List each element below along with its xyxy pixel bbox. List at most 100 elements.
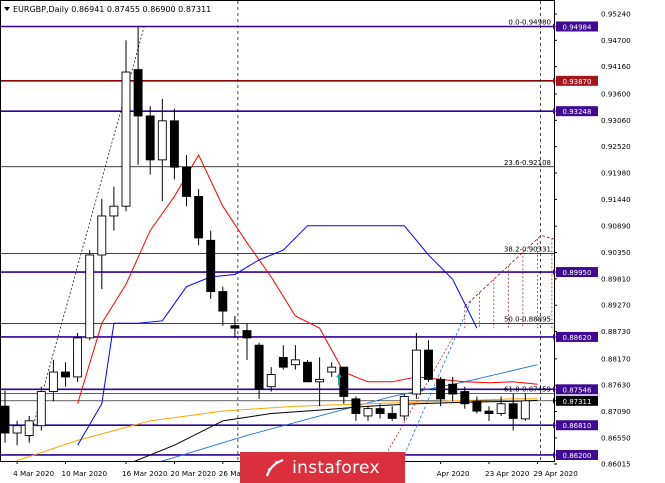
candle [387, 406, 397, 421]
y-tick-label: 0.94160 [601, 62, 631, 71]
candle [327, 362, 337, 377]
price-tag-pointer [553, 108, 556, 115]
candle [230, 315, 240, 338]
candle-body-bull [315, 378, 325, 383]
candle [520, 393, 530, 421]
candle-body-bear [133, 69, 143, 117]
instaforex-logo-icon [265, 458, 285, 478]
price-tag-pointer [553, 23, 556, 30]
candle [109, 186, 119, 231]
candle-body-bull [121, 71, 131, 207]
price-tag-text: 0.93870 [563, 78, 592, 86]
price-tag-bg [556, 420, 598, 431]
y-tick-label: 0.93600 [601, 90, 631, 99]
candle-body-bear [242, 330, 252, 339]
candle-body-bull [290, 359, 300, 366]
candle [97, 198, 107, 290]
candle [242, 323, 252, 360]
dropdown-triangle-icon[interactable] [4, 7, 10, 11]
candle-body-bear [194, 195, 204, 239]
fib-label-fib-61.8: 61.8-0.87459 [504, 386, 551, 394]
watermark-text: instaforex [292, 457, 380, 478]
candle [460, 386, 470, 409]
price-tag-pointer [553, 397, 556, 404]
y-tick-label: 0.86550 [601, 433, 631, 442]
candle-body-bear [508, 403, 518, 419]
x-tick-label: 16 Mar 2020 [122, 469, 168, 478]
candle [266, 367, 276, 392]
price-tag-bg [556, 267, 598, 278]
candle-body-bear [424, 349, 433, 380]
candle [133, 26, 143, 165]
candle [85, 250, 95, 341]
candle-body-bull [97, 215, 107, 256]
candle [303, 359, 312, 383]
candle-body-bull [266, 374, 276, 388]
price-tag-bg [556, 449, 598, 460]
x-tick-label: Apr 2020 [437, 469, 470, 478]
price-tag-current-price: 0.87311 [553, 395, 598, 406]
candle [436, 376, 446, 407]
candle-body-bear [254, 344, 264, 390]
y-tick-label: 0.91980 [601, 169, 631, 178]
candle [145, 106, 155, 175]
tenkan-line [77, 153, 538, 404]
header: EURGBP,Daily 0.86941 0.87455 0.86900 0.8… [4, 5, 211, 14]
candle-body-bear [484, 410, 494, 414]
price-tag-bg [556, 331, 598, 342]
price-axis: 0.95240 0.94700 0.94160 0.93600 0.93060 0.925… [554, 10, 631, 469]
candle-body-bull [327, 366, 337, 373]
price-tag-bg [556, 106, 598, 117]
y-tick-label: 0.86015 [601, 460, 631, 469]
candle-body-bull [12, 425, 22, 434]
fan-base-line [381, 337, 454, 461]
candle [12, 420, 22, 446]
candle [411, 333, 421, 399]
price-tag-purple-86810: 0.86810 [553, 420, 598, 431]
price-tag-bg [556, 21, 598, 32]
price-tag-purple-89950: 0.89950 [553, 267, 598, 278]
price-tag-maroon-93870: 0.93870 [553, 75, 598, 86]
candle [399, 394, 409, 421]
candle [24, 415, 34, 443]
price-tag-purple-87546: 0.87546 [553, 384, 598, 395]
y-tick-label: 0.95240 [601, 10, 631, 19]
candle-body-bull [399, 395, 409, 417]
price-tag-text: 0.87311 [563, 398, 592, 406]
candle-body-bull [109, 205, 119, 217]
price-tag-pointer [553, 269, 556, 276]
y-tick-label: 0.91440 [601, 195, 631, 204]
symbol-ohlc-header: EURGBP,Daily 0.86941 0.87455 0.86900 0.8… [13, 5, 211, 14]
candle [290, 345, 300, 370]
price-tag-text: 0.94984 [563, 23, 592, 31]
y-tick-label: 0.90350 [601, 248, 631, 257]
candle-body-bear [206, 239, 216, 293]
candle-body-bull [157, 120, 167, 161]
y-tick-label: 0.94700 [601, 36, 631, 45]
price-tag-purple-94984: 0.94984 [553, 21, 598, 32]
candle-body-bull [411, 349, 421, 395]
candle [218, 286, 228, 326]
fib-label-fib-0.0: 0.0-0.94980 [508, 19, 551, 27]
y-tick-label: 0.89270 [601, 301, 631, 310]
x-tick-label: 20 Mar 2020 [170, 469, 216, 478]
candle [36, 386, 46, 431]
x-tick-label: 23 Apr 2020 [485, 469, 530, 478]
price-tag-text: 0.93248 [563, 108, 592, 116]
candle [121, 40, 131, 212]
candle-body-bear [351, 398, 361, 414]
y-tick-label: 0.87630 [601, 381, 631, 390]
candle-body-bear [230, 325, 240, 329]
candle [206, 230, 216, 299]
candles-layer [1, 26, 530, 446]
y-tick-label: 0.89810 [601, 274, 631, 283]
y-tick-label: 0.92520 [601, 142, 631, 151]
candle [61, 362, 70, 387]
candle-body-bull [24, 420, 34, 436]
price-tag-pointer [553, 386, 556, 393]
x-tick-label: 29 Apr 2020 [533, 469, 578, 478]
candle [484, 406, 494, 421]
candle-body-bear [448, 383, 458, 395]
price-tag-bg [556, 75, 598, 86]
arrow-marker-icon [335, 373, 342, 386]
